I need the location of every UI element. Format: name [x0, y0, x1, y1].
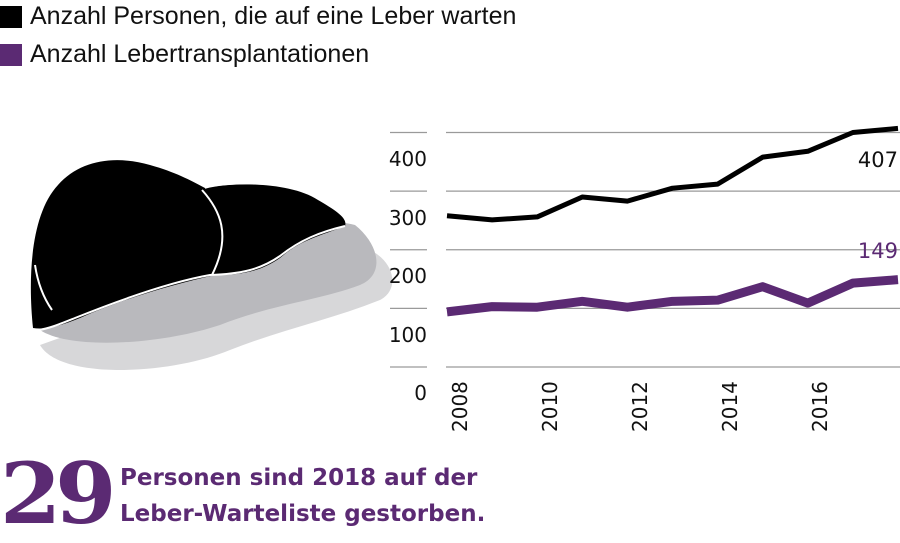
legend-swatch-purple [0, 43, 22, 66]
x-tick-label: 2008 [448, 381, 472, 432]
end-label-transplants: 149 [858, 239, 898, 263]
x-tick-label: 2018 [898, 381, 900, 432]
legend-label: Anzahl Lebertransplantationen [30, 40, 370, 68]
grid [390, 131, 900, 368]
x-tick-label: 2010 [538, 381, 562, 432]
deaths-count: 29 [0, 444, 116, 543]
caption-line-1: Personen sind 2018 auf der [120, 465, 478, 491]
y-tick-label: 300 [389, 206, 427, 230]
legend-swatch-black [0, 5, 22, 28]
caption-line-2: Leber-Warteliste gestorben. [120, 501, 486, 527]
liver-icon [30, 160, 393, 370]
legend-item-transplants: Anzahl Lebertransplantationen [0, 40, 369, 69]
x-tick-label: 2014 [718, 381, 742, 432]
y-tick-label: 400 [389, 147, 427, 171]
y-tick-label: 200 [389, 264, 427, 288]
end-label-waiting: 407 [858, 148, 898, 172]
x-tick-label: 2016 [808, 381, 832, 432]
series-line-waiting [446, 125, 899, 223]
x-axis: 2008 2010 2012 2014 2016 2018 [448, 381, 900, 432]
series-line-transplants [446, 275, 899, 317]
y-axis: 0 100 200 300 400 [389, 147, 427, 405]
x-tick-label: 2012 [628, 381, 652, 432]
legend-label: Anzahl Personen, die auf eine Leber wart… [30, 2, 517, 30]
y-tick-label: 0 [414, 381, 427, 405]
legend-item-waiting: Anzahl Personen, die auf eine Leber wart… [0, 2, 516, 31]
deaths-caption: Personen sind 2018 auf der Leber-Warteli… [120, 460, 485, 532]
series [446, 125, 899, 317]
y-tick-label: 100 [389, 323, 427, 347]
